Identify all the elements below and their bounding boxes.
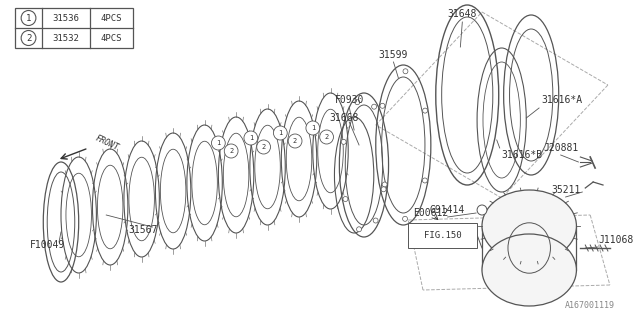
Circle shape: [381, 187, 386, 192]
Text: 1: 1: [216, 140, 221, 146]
Text: F10049: F10049: [29, 240, 65, 250]
Text: 31616*A: 31616*A: [541, 95, 582, 105]
Text: FIG.150: FIG.150: [424, 230, 461, 239]
Text: J11068: J11068: [598, 235, 634, 245]
Circle shape: [273, 126, 287, 140]
Circle shape: [422, 178, 428, 183]
Text: 31668: 31668: [330, 113, 359, 123]
Text: E00612: E00612: [413, 208, 449, 218]
Text: 2: 2: [324, 134, 329, 140]
Text: FRONT: FRONT: [93, 134, 120, 152]
Text: 2: 2: [293, 138, 297, 144]
Circle shape: [382, 182, 387, 187]
Text: 2: 2: [26, 34, 31, 43]
Circle shape: [306, 121, 320, 135]
Text: 31648: 31648: [447, 9, 477, 19]
Text: 1: 1: [278, 130, 282, 136]
Bar: [408, 223, 477, 248]
Circle shape: [224, 144, 238, 158]
Text: A167001119: A167001119: [564, 301, 615, 310]
Circle shape: [21, 30, 36, 45]
Circle shape: [372, 104, 376, 109]
Circle shape: [341, 139, 346, 144]
Ellipse shape: [482, 190, 577, 262]
Circle shape: [355, 100, 360, 105]
Circle shape: [373, 218, 378, 223]
Text: 31532: 31532: [52, 34, 79, 43]
Bar: [15, 8, 132, 48]
Circle shape: [403, 216, 408, 221]
Text: 4PCS: 4PCS: [100, 34, 122, 43]
Text: F0930: F0930: [335, 95, 364, 105]
Circle shape: [422, 108, 428, 113]
Text: 4PCS: 4PCS: [100, 13, 122, 22]
Text: 35211: 35211: [551, 185, 580, 195]
Circle shape: [244, 131, 258, 145]
Circle shape: [343, 196, 348, 202]
Circle shape: [288, 134, 302, 148]
Text: 31567: 31567: [128, 225, 157, 235]
Circle shape: [403, 69, 408, 74]
Circle shape: [477, 205, 487, 215]
Text: 2: 2: [229, 148, 234, 154]
Text: 1: 1: [310, 125, 315, 131]
Text: G91414: G91414: [430, 205, 465, 215]
Circle shape: [320, 130, 333, 144]
Text: 31536: 31536: [52, 13, 79, 22]
Circle shape: [380, 103, 385, 108]
Text: 1: 1: [26, 13, 31, 22]
Text: 31599: 31599: [379, 50, 408, 60]
Circle shape: [257, 140, 271, 154]
Text: 2: 2: [262, 144, 266, 150]
Circle shape: [211, 136, 225, 150]
Ellipse shape: [482, 234, 577, 306]
Text: 1: 1: [249, 135, 253, 141]
Text: 31616*B: 31616*B: [502, 150, 543, 160]
Text: J20881: J20881: [543, 143, 579, 153]
Circle shape: [356, 227, 362, 232]
Circle shape: [21, 11, 36, 26]
